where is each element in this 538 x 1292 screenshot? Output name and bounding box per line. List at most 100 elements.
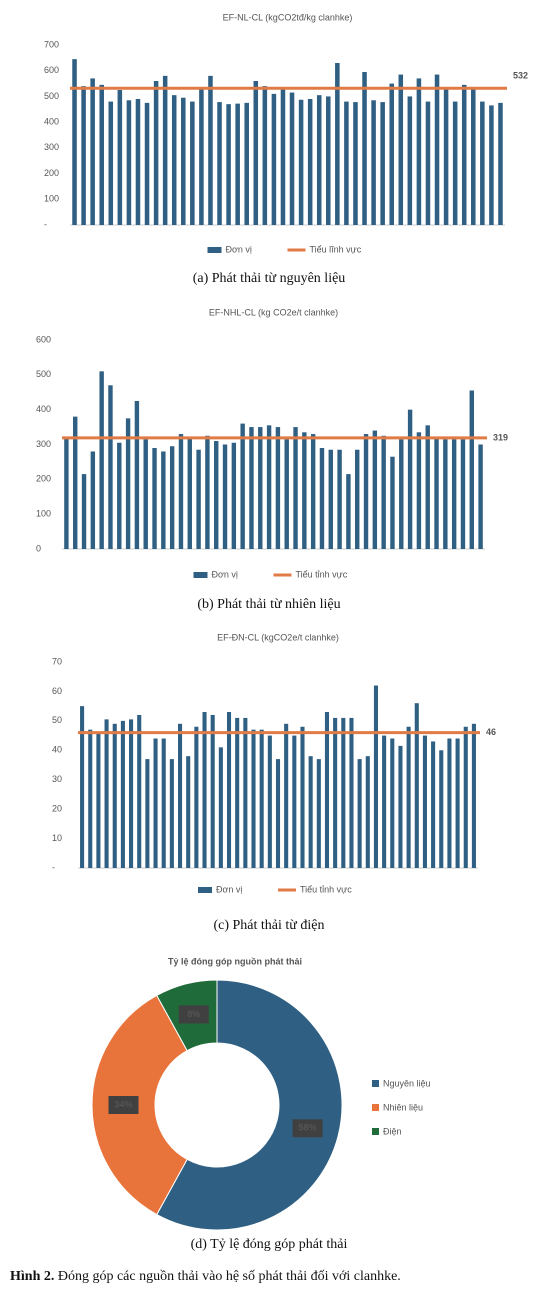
- bar: [96, 732, 101, 868]
- bar: [326, 96, 331, 225]
- y-tick-label: 700: [44, 39, 59, 49]
- bar: [275, 427, 281, 549]
- bar: [398, 745, 403, 868]
- bar: [434, 74, 440, 225]
- legend-label: Đơn vị: [212, 569, 238, 579]
- donut-slice: [91, 994, 188, 1216]
- bar: [308, 756, 313, 868]
- bar: [271, 93, 277, 225]
- bar: [210, 714, 215, 868]
- bar: [262, 86, 268, 226]
- bar: [316, 759, 321, 868]
- figure-caption: Hình 2. Đóng góp các nguồn thải vào hệ s…: [10, 1269, 401, 1284]
- y-tick-label: 300: [36, 439, 51, 449]
- bar: [64, 437, 69, 549]
- bar: [214, 441, 219, 549]
- bar: [187, 437, 192, 549]
- bar: [471, 723, 476, 868]
- bar: [153, 81, 159, 225]
- bar: [373, 685, 378, 868]
- bar: [353, 102, 358, 225]
- bar: [161, 451, 166, 549]
- bar: [169, 759, 174, 868]
- bar: [328, 449, 333, 549]
- bar: [267, 735, 272, 868]
- bar: [88, 729, 93, 868]
- bar: [72, 59, 77, 226]
- legend-label: Tiểu tỉnh vực: [300, 884, 352, 894]
- legend-swatch: [193, 572, 208, 578]
- bar: [202, 712, 207, 868]
- bar: [480, 101, 485, 225]
- bar: [399, 439, 404, 549]
- bar: [235, 717, 240, 868]
- caption: (d) Tỷ lệ đóng góp phát thải: [191, 1237, 348, 1252]
- bar: [406, 726, 411, 868]
- bar: [381, 435, 386, 549]
- bar: [289, 92, 295, 225]
- y-tick-label: 200: [36, 474, 51, 484]
- legend-swatch: [207, 247, 222, 253]
- bar: [178, 434, 184, 549]
- bar: [190, 101, 195, 225]
- bar: [425, 425, 430, 549]
- bar: [478, 444, 483, 549]
- bar: [316, 95, 322, 226]
- bar: [104, 719, 109, 868]
- bar: [349, 717, 354, 868]
- caption: (c) Phát thải từ điện: [213, 918, 324, 933]
- bar: [99, 84, 104, 225]
- bar: [108, 101, 114, 225]
- legend-label: Đơn vị: [216, 884, 242, 894]
- bar: [284, 439, 289, 549]
- bar: [407, 409, 413, 549]
- bar: [341, 717, 346, 868]
- bar: [81, 86, 86, 226]
- bar: [222, 444, 228, 549]
- bar: [186, 756, 191, 868]
- y-tick-label: 500: [36, 369, 51, 379]
- bar: [90, 78, 95, 225]
- bar: [390, 456, 395, 549]
- bar: [451, 439, 457, 549]
- reference-label: 532: [513, 71, 528, 81]
- reference-label: 319: [493, 432, 508, 442]
- y-tick-label: 60: [52, 686, 62, 696]
- y-tick-label: 300: [44, 142, 59, 152]
- chart-title: EF-NL-CL (kgCO2tđ/kg clanhke): [223, 12, 353, 22]
- figure-label: Hình 2.: [10, 1269, 54, 1284]
- legend-label: Nhiên liệu: [383, 1102, 423, 1112]
- bar: [162, 75, 168, 225]
- bar: [455, 738, 460, 868]
- y-tick-label: 400: [36, 404, 51, 414]
- y-tick-label: 200: [44, 168, 59, 178]
- bar: [371, 100, 376, 225]
- bar: [307, 99, 313, 225]
- reference-label: 46: [486, 727, 496, 737]
- bar: [258, 427, 263, 549]
- bar: [244, 102, 249, 225]
- legend-swatch: [372, 1080, 379, 1087]
- bar: [134, 400, 140, 549]
- bar: [292, 735, 297, 868]
- caption: (a) Phát thải từ nguyên liệu: [193, 271, 346, 286]
- bar: [337, 449, 342, 549]
- bar: [434, 437, 439, 549]
- bar: [346, 474, 351, 549]
- bar: [469, 390, 474, 549]
- bar: [161, 738, 166, 868]
- bar: [284, 723, 289, 868]
- bar: [443, 439, 448, 549]
- bar: [145, 759, 150, 868]
- bar: [171, 95, 177, 226]
- bar: [461, 84, 467, 225]
- bar: [153, 738, 158, 868]
- bar: [99, 371, 104, 549]
- y-tick-label: 100: [44, 194, 59, 204]
- chart-title: Tỷ lệ đóng góp nguồn phát thải: [168, 956, 302, 966]
- bar: [235, 103, 240, 225]
- y-tick-label: 40: [52, 745, 62, 755]
- y-tick-label: 400: [44, 117, 59, 127]
- bar: [298, 99, 304, 225]
- bar: [135, 99, 141, 225]
